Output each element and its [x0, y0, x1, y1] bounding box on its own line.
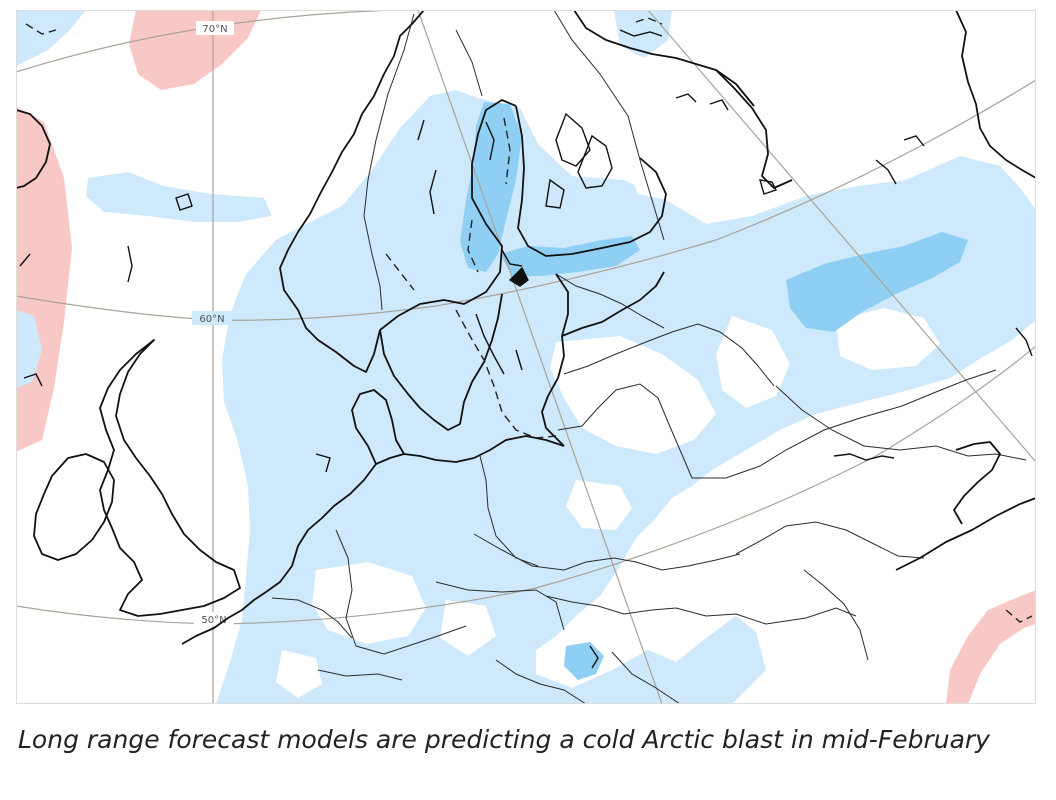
border-poland-east [557, 383, 693, 479]
cold-anomaly-atlantic-west-strip [16, 310, 42, 388]
lakes-and-islands [19, 29, 1033, 669]
border-germany-west [335, 529, 357, 647]
border-balkans [495, 659, 587, 704]
border-czech [473, 533, 615, 571]
coast-netherlands [265, 463, 377, 593]
latitude-50-line [16, 345, 1036, 625]
temperature-anomaly-map: 70°N 60°N 50°N [16, 10, 1036, 704]
border-switzerland [317, 669, 403, 681]
border-austria [435, 581, 565, 631]
border-france-belgium [271, 597, 353, 639]
coast-norway [279, 10, 425, 373]
coast-black-sea [895, 497, 1036, 571]
border-slovakia [613, 553, 741, 571]
border-baltics [555, 273, 665, 329]
strong-cold-baltic [500, 236, 640, 276]
latitude-label-70: 70°N [202, 24, 227, 35]
coast-greenland-tip [16, 109, 51, 189]
coast-white-sea [715, 69, 793, 189]
latitude-labels: 70°N 60°N 50°N [192, 21, 234, 626]
border-germany-south [355, 625, 467, 655]
strong-cold-russia [786, 232, 968, 332]
graticule [16, 10, 1036, 704]
coast-gulf-of-finland [561, 271, 665, 337]
longitude-line-east [647, 10, 1036, 463]
border-sweden-finland [455, 29, 483, 97]
coast-france [181, 591, 267, 645]
warm-anomaly-east [946, 590, 1036, 704]
neutral-gaps [276, 150, 940, 698]
longitude-line-center [417, 10, 663, 704]
coast-finland [515, 105, 667, 257]
latitude-60-line [16, 79, 1036, 321]
coast-baltic-east [541, 273, 569, 447]
forecast-map: 70°N 60°N 50°N [16, 10, 1036, 704]
coast-russia-north [955, 10, 1036, 179]
border-norway-sweden [363, 13, 415, 311]
coast-sweden [379, 99, 517, 331]
coast-ireland [33, 453, 115, 561]
dashed-contours [25, 17, 1033, 623]
border-russia-ukraine [775, 385, 1027, 461]
border-hungary [545, 595, 677, 615]
latitude-label-60: 60°N [199, 314, 224, 325]
border-ukraine [692, 369, 997, 479]
border-finland-russia [553, 10, 665, 241]
coast-great-britain [99, 339, 241, 617]
border-moldova [803, 569, 869, 661]
border-serbia [611, 651, 681, 704]
coast-denmark [351, 389, 405, 465]
cold-anomaly-arctic [16, 10, 86, 66]
border-belarus [563, 323, 775, 387]
image-caption: Long range forecast models are predictin… [18, 725, 990, 754]
coast-azov [953, 441, 1001, 525]
border-romania [675, 607, 857, 625]
border-ukraine-south [735, 521, 925, 559]
latitude-label-50: 50°N [201, 615, 226, 626]
coast-sweden-south [379, 293, 503, 431]
coast-kola [573, 10, 755, 107]
coastlines [16, 10, 1036, 645]
country-borders [271, 10, 1027, 704]
coast-baltic-south [375, 435, 565, 465]
